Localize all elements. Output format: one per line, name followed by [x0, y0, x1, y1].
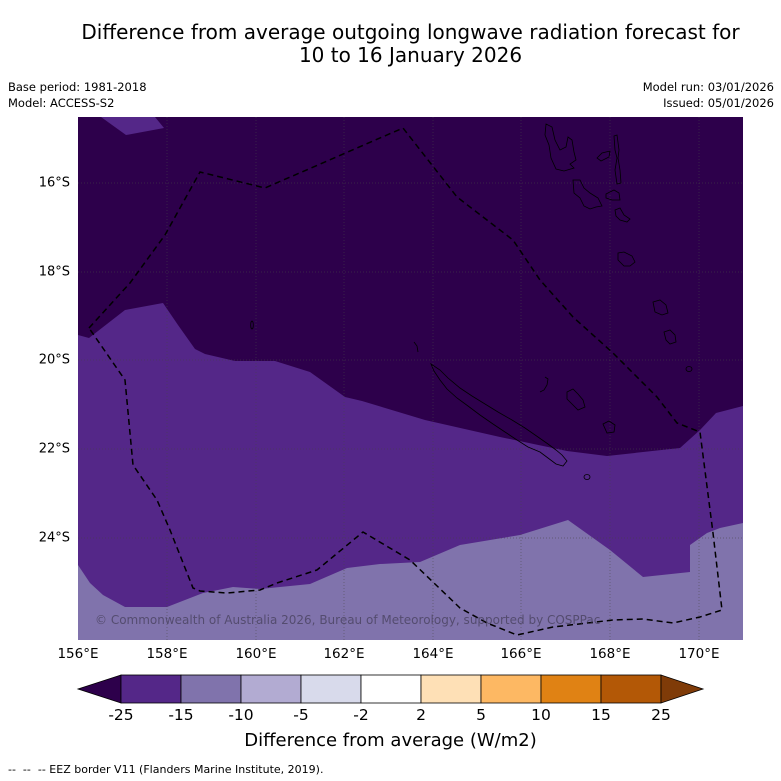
- colorbar-segment: [480, 674, 542, 704]
- colorbar-tick-label: -5: [293, 706, 309, 724]
- colorbar-tick-label: 25: [651, 706, 671, 724]
- colorbar-segment: [120, 674, 182, 704]
- issued-text: Issued: 05/01/2026: [663, 96, 774, 110]
- lat-label-20s: 20°S: [38, 352, 70, 368]
- island-efate: [614, 207, 631, 223]
- eez-legend-text: -- -- -- EEZ border V11 (Flanders Marine…: [8, 763, 324, 776]
- colorbar-segment: [360, 674, 422, 704]
- lon-label-156e: 156°E: [57, 646, 99, 662]
- lon-label-166e: 166°E: [500, 646, 542, 662]
- colorbar: [76, 674, 705, 704]
- base-period-text: Base period: 1981-2018: [8, 80, 147, 94]
- colorbar-segment: [300, 674, 362, 704]
- island-lifou: [566, 388, 586, 411]
- island-aneityum: [663, 329, 677, 345]
- colorbar-tick-label: -2: [353, 706, 369, 724]
- colorbar-tick-label: 15: [591, 706, 611, 724]
- copyright-text: © Commonwealth of Australia 2026, Bureau…: [95, 613, 601, 627]
- island-maewo-pentecost: [613, 134, 622, 185]
- map-panel: [78, 117, 743, 640]
- colorbar-segment: [420, 674, 482, 704]
- island-chesterfield: [250, 320, 254, 330]
- island-erromango: [617, 251, 636, 267]
- colorbar-tick-label: -15: [168, 706, 194, 724]
- island-walpole: [583, 474, 591, 480]
- coastlines: [250, 123, 693, 480]
- colorbar-tick-label: -25: [108, 706, 134, 724]
- island-new-caledonia: [430, 362, 568, 467]
- lon-label-160e: 160°E: [235, 646, 277, 662]
- island-epi: [605, 189, 621, 201]
- colorbar-tick-label: 2: [416, 706, 426, 724]
- region-minus15-to-minus10: [78, 520, 743, 640]
- model-run-text: Model run: 03/01/2026: [642, 80, 774, 94]
- colorbar-tick-label: 10: [531, 706, 551, 724]
- island-espiritu-santo: [544, 123, 577, 172]
- model-text: Model: ACCESS-S2: [8, 96, 115, 110]
- colorbar-segment: [540, 674, 602, 704]
- lon-label-158e: 158°E: [146, 646, 188, 662]
- colorbar-segment: [240, 674, 302, 704]
- lon-label-170e: 170°E: [678, 646, 720, 662]
- lat-label-18s: 18°S: [38, 264, 70, 280]
- lon-label-162e: 162°E: [323, 646, 365, 662]
- lat-label-16s: 16°S: [38, 175, 70, 191]
- lon-label-164e: 164°E: [412, 646, 454, 662]
- lat-label-24s: 24°S: [38, 530, 70, 546]
- colorbar-label: Difference from average (W/m2): [244, 730, 537, 751]
- colorbar-segment: [600, 674, 662, 704]
- lon-label-168e: 168°E: [589, 646, 631, 662]
- region-minus25-to-minus15-north: [101, 117, 164, 135]
- lat-label-22s: 22°S: [38, 441, 70, 457]
- eez-border-line: [88, 127, 723, 636]
- island-belep: [413, 341, 419, 353]
- colorbar-over-extension: [660, 674, 705, 704]
- gridlines: [78, 117, 743, 640]
- island-small-east: [685, 366, 693, 372]
- chart-title-line1: Difference from average outgoing longwav…: [81, 20, 740, 44]
- island-tanna: [652, 299, 669, 316]
- colorbar-tick-label: -10: [228, 706, 254, 724]
- island-malekula: [572, 179, 603, 210]
- chart-title-line2: 10 to 16 January 2026: [298, 43, 523, 67]
- island-ambae: [596, 150, 611, 162]
- colorbar-under-extension: [76, 674, 122, 704]
- island-ouvea: [539, 376, 549, 393]
- colorbar-tick-label: 5: [476, 706, 486, 724]
- colorbar-segment: [180, 674, 242, 704]
- island-mare: [602, 420, 616, 434]
